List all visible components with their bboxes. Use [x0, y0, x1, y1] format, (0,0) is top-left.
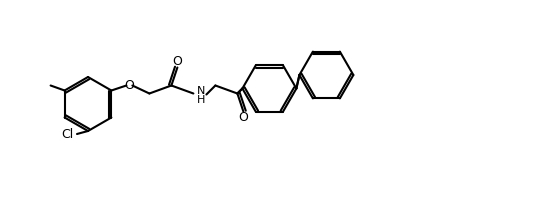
Text: O: O	[173, 55, 182, 68]
Text: Cl: Cl	[62, 128, 74, 141]
Text: O: O	[124, 79, 134, 92]
Text: O: O	[238, 111, 249, 124]
Text: N
H: N H	[197, 86, 206, 105]
